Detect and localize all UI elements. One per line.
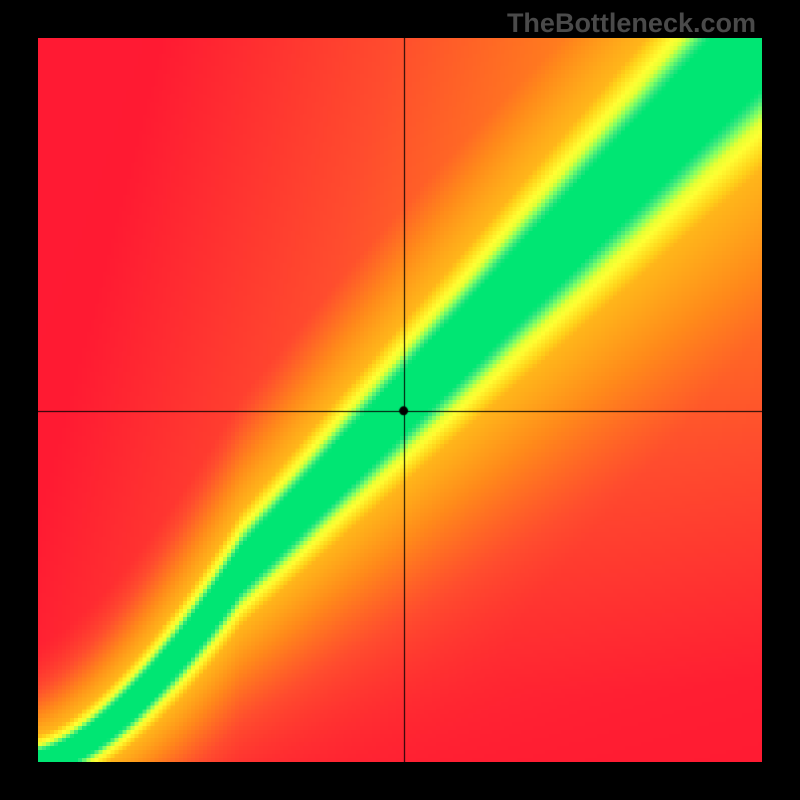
- chart-container: TheBottleneck.com: [0, 0, 800, 800]
- crosshair-overlay: [38, 38, 762, 762]
- watermark-text: TheBottleneck.com: [507, 8, 756, 39]
